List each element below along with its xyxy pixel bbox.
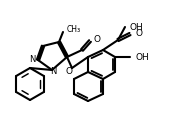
Text: N: N (29, 55, 35, 63)
Text: O: O (65, 66, 72, 76)
Text: N: N (50, 67, 56, 76)
Text: CH₃: CH₃ (67, 25, 81, 35)
Text: O: O (94, 36, 101, 45)
Text: OH: OH (130, 22, 144, 31)
Text: O: O (135, 30, 142, 39)
Text: OH: OH (135, 52, 149, 61)
